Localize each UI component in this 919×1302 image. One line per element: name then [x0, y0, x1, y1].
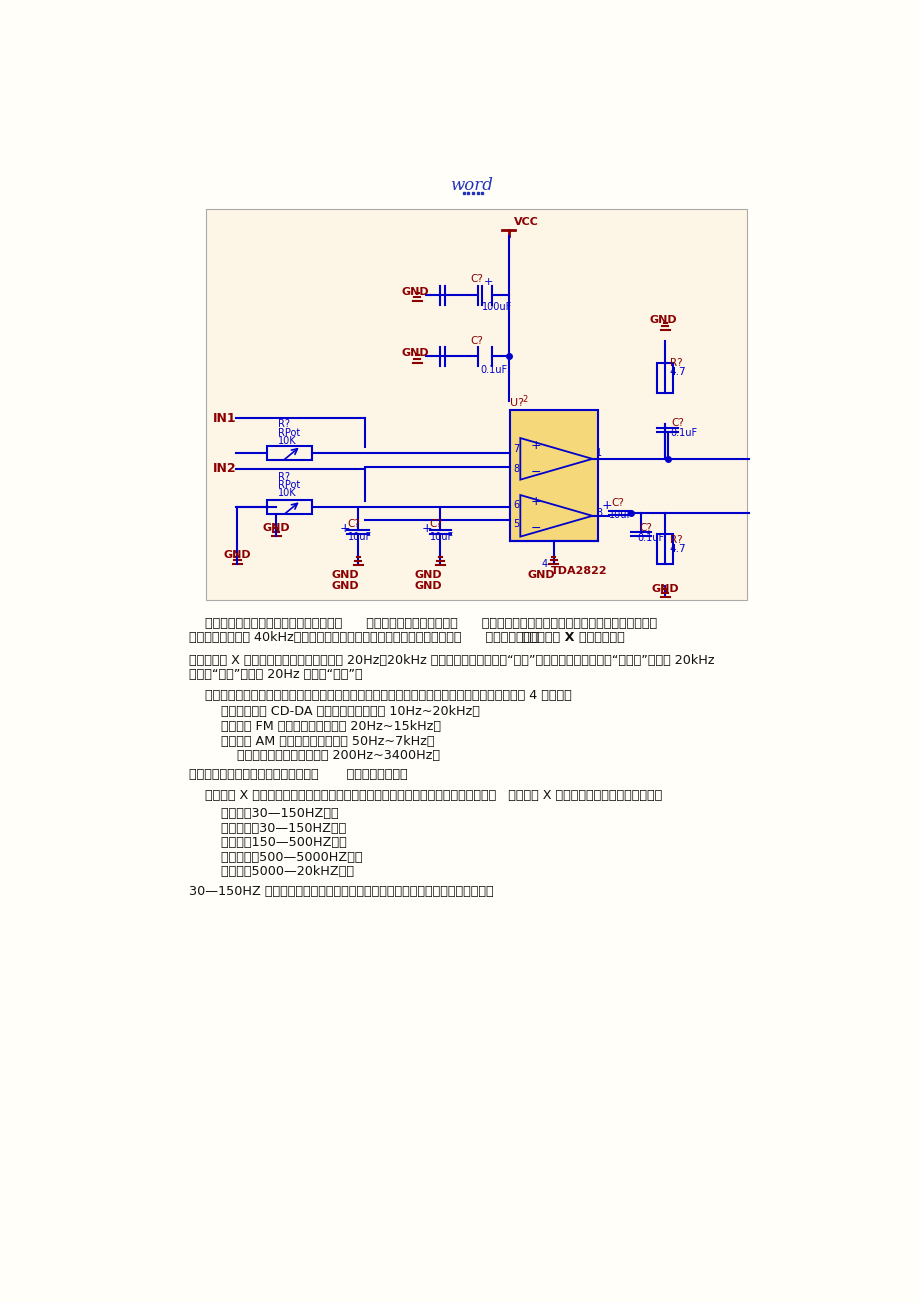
Text: R?: R?	[669, 358, 682, 367]
Text: 除了频率 X 围外，人们往往还用其它方法和指标来进一步描述不同用途的音质标准。   音频频率 X 围一般可以分为四个频段，即：: 除了频率 X 围外，人们往往还用其它方法和指标来进一步描述不同用途的音质标准。 …	[188, 789, 661, 802]
Text: +: +	[339, 522, 350, 535]
Text: C?: C?	[610, 497, 623, 508]
Text: 10K: 10K	[278, 488, 296, 499]
Text: 4.7: 4.7	[669, 544, 686, 553]
Text: C?: C?	[470, 275, 482, 284]
Text: 调频广播 FM 质量，其信号带宽为 20Hz~15kHz；: 调频广播 FM 质量，其信号带宽为 20Hz~15kHz；	[188, 720, 440, 733]
Bar	[267, 500, 312, 514]
Text: GND: GND	[649, 315, 676, 326]
Text: 3: 3	[596, 508, 602, 518]
Text: RPot: RPot	[278, 427, 300, 437]
Text: word: word	[449, 177, 493, 194]
Text: GND: GND	[262, 523, 289, 533]
Text: 高频段（5000—20kHZ）。: 高频段（5000—20kHZ）。	[188, 866, 353, 879]
Text: TDA2822: TDA2822	[550, 565, 607, 575]
Polygon shape	[520, 437, 592, 479]
Text: C?: C?	[638, 523, 651, 533]
Text: −: −	[530, 465, 540, 478]
Text: IN1: IN1	[212, 411, 236, 424]
Text: 的称为“超声”，低于 20Hz 的称为“次声”。: 的称为“超声”，低于 20Hz 的称为“次声”。	[188, 668, 362, 681]
Text: 4.7: 4.7	[669, 367, 686, 376]
Text: 音频的频率 X 围，音质的评价标准一般认为 20Hz～20kHz 是人耳听觉频带，称为“声频”。这个频段的声音称为“可闻声”，高于 20kHz: 音频的频率 X 围，音质的评价标准一般认为 20Hz～20kHz 是人耳听觉频带…	[188, 654, 713, 667]
Text: 调幅广播 AM 质量，其信号带宽为 50Hz~7kHz；: 调幅广播 AM 质量，其信号带宽为 50Hz~7kHz；	[188, 734, 434, 747]
Polygon shape	[520, 495, 592, 536]
Bar	[206, 208, 746, 600]
Text: GND: GND	[402, 349, 429, 358]
Text: R?: R?	[669, 535, 682, 544]
Text: C?: C?	[671, 418, 684, 427]
Text: GND: GND	[332, 570, 359, 581]
Text: +: +	[422, 522, 432, 535]
Text: 8: 8	[513, 464, 519, 474]
Text: 的话音质量，其信号带宽为 200Hz~3400Hz。: 的话音质量，其信号带宽为 200Hz~3400Hz。	[188, 749, 439, 762]
Text: 0.1uF: 0.1uF	[669, 428, 697, 439]
Text: C?: C?	[429, 519, 442, 530]
Text: +: +	[483, 277, 493, 286]
Text: 第二个的输出电容还是保存，作个比照。      好了，接下来就是程序了。      首先就得确定采样率，就是间隔多久采一个点。刚开: 第二个的输出电容还是保存，作个比照。 好了，接下来就是程序了。 首先就得确定采样…	[188, 617, 656, 630]
Text: 30—150HZ 频段：能够表现音乐的低频成分，使欣赏者感受到强劲有力的动感。: 30—150HZ 频段：能够表现音乐的低频成分，使欣赏者感受到强劲有力的动感。	[188, 884, 493, 897]
Text: 4: 4	[540, 560, 547, 569]
Text: IN2: IN2	[212, 462, 236, 475]
Text: 中低频（150—500HZ）；: 中低频（150—500HZ）；	[188, 836, 346, 849]
Text: −: −	[530, 522, 540, 535]
Text: +: +	[530, 439, 540, 452]
Text: 0.1uF: 0.1uF	[637, 533, 664, 543]
Text: GND: GND	[332, 581, 359, 591]
Text: GND: GND	[223, 551, 251, 560]
Text: R?: R?	[278, 419, 289, 430]
Text: 始不是很懂，用的 40kHz，也成，但要是做音频频谱分析没必要那么高了。      这里有些资料：: 始不是很懂，用的 40kHz，也成，但要是做音频频谱分析没必要那么高了。 这里有…	[188, 631, 538, 644]
Text: 7: 7	[513, 444, 519, 454]
Text: 6: 6	[513, 500, 519, 510]
Text: 2: 2	[522, 395, 528, 404]
Text: 1: 1	[596, 448, 602, 458]
Text: 所谓声音的质量，是指经传输、处理后音频信号的保真度。目前，业界公认的声音质量标准分为 4 级，即：: 所谓声音的质量，是指经传输、处理后音频信号的保真度。目前，业界公认的声音质量标准…	[188, 689, 571, 702]
Text: 数字激光唱盘 CD-DA 质量，其信号带宽为 10Hz~20kHz；: 数字激光唱盘 CD-DA 质量，其信号带宽为 10Hz~20kHz；	[188, 706, 479, 719]
Text: GND: GND	[651, 585, 678, 594]
Bar	[657, 362, 673, 393]
Text: +: +	[530, 496, 540, 509]
Text: 可见，数字激光唱盘的声音质量最高，       的话音质量最低。: 可见，数字激光唱盘的声音质量最高， 的话音质量最低。	[188, 768, 407, 781]
Text: 中高频段（500—5000HZ）；: 中高频段（500—5000HZ）；	[188, 850, 362, 863]
Text: +: +	[601, 499, 612, 512]
Text: C?: C?	[470, 336, 482, 346]
Text: GND: GND	[414, 570, 441, 581]
Text: 10uF: 10uF	[429, 533, 453, 543]
Text: 0.1uF: 0.1uF	[481, 366, 507, 375]
Text: R?: R?	[278, 471, 289, 482]
Bar	[510, 410, 597, 542]
Text: 低频段（30—150HZ）；: 低频段（30—150HZ）；	[188, 807, 338, 820]
Text: U?: U?	[510, 397, 524, 408]
Bar	[267, 445, 312, 460]
Text: 100uF: 100uF	[482, 302, 512, 312]
Text: 音频的频率 X 围与表现力度: 音频的频率 X 围与表现力度	[521, 631, 624, 644]
Text: 10uF: 10uF	[347, 533, 371, 543]
Text: GND: GND	[402, 286, 429, 297]
Text: RPot: RPot	[278, 480, 300, 490]
Text: GND: GND	[527, 570, 554, 581]
Text: VCC: VCC	[514, 217, 539, 228]
Text: C?: C?	[347, 519, 360, 530]
Text: 10K: 10K	[278, 436, 296, 447]
Bar	[657, 534, 673, 564]
Text: 5: 5	[513, 519, 519, 530]
Text: GND: GND	[414, 581, 441, 591]
Text: 10uF: 10uF	[608, 510, 633, 519]
Text: 中低频段（30—150HZ）；: 中低频段（30—150HZ）；	[188, 822, 346, 835]
